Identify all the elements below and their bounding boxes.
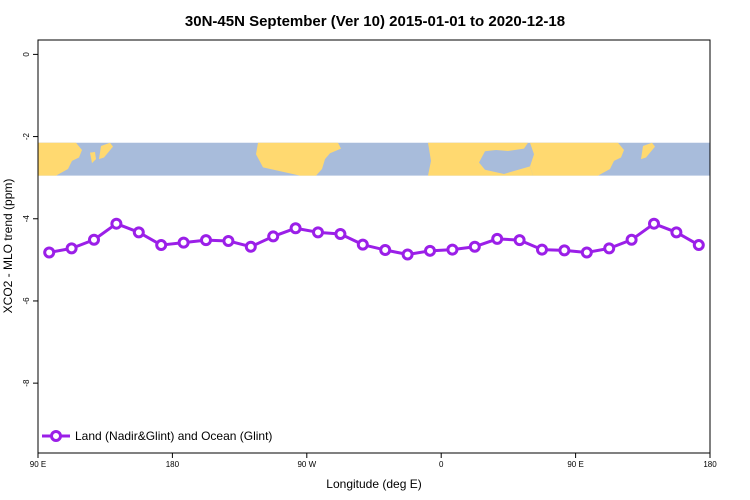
y-tick-label: -6 <box>22 297 31 305</box>
data-point <box>43 246 56 259</box>
data-point <box>648 217 660 230</box>
y-tick-label: -8 <box>22 379 31 387</box>
data-point <box>88 233 100 246</box>
map-strip <box>38 142 710 176</box>
data-point <box>468 240 481 253</box>
data-point <box>401 248 414 261</box>
legend-entry-label: Land (Nadir&Glint) and Ocean (Glint) <box>75 429 272 443</box>
x-tick-label: 90 E <box>567 460 583 469</box>
x-tick-label: 90 W <box>297 460 316 469</box>
y-axis-label: XCO2 - MLO trend (ppm) <box>1 179 15 314</box>
plot-frame <box>37 39 711 454</box>
y-tick-label: 0 <box>22 52 31 57</box>
x-axis-label: Longitude (deg E) <box>326 477 421 491</box>
data-point <box>625 233 638 246</box>
data-point <box>267 230 280 243</box>
data-point <box>692 239 705 252</box>
japan-island <box>99 142 113 160</box>
data-point <box>222 234 235 247</box>
data-point <box>65 242 78 255</box>
data-point <box>200 234 212 247</box>
data-point <box>424 244 436 257</box>
legend-marker-swatch <box>50 430 62 442</box>
data-point <box>513 234 526 247</box>
legend: Land (Nadir&Glint) and Ocean (Glint) <box>42 429 272 443</box>
data-point <box>289 222 302 235</box>
data-point <box>244 240 257 253</box>
data-point <box>356 238 369 251</box>
data-point <box>558 244 571 257</box>
x-tick-label: 90 E <box>30 460 46 469</box>
chart-title: 30N-45N September (Ver 10) 2015-01-01 to… <box>185 13 565 30</box>
korea-peninsula <box>90 151 96 164</box>
data-point <box>491 232 504 245</box>
x-tick-label: 180 <box>703 460 717 469</box>
series-layer <box>43 217 705 261</box>
x-axis: 90 E 180 90 W 0 90 E 180 <box>30 453 717 469</box>
north-america-land <box>256 142 341 176</box>
x-tick-label: 0 <box>439 460 444 469</box>
data-point <box>670 226 683 239</box>
x-tick-label: 180 <box>166 460 180 469</box>
y-tick-label: -2 <box>22 132 31 140</box>
data-point <box>446 243 459 256</box>
data-point <box>379 243 392 256</box>
data-point <box>334 227 347 240</box>
data-point <box>312 226 324 239</box>
y-tick-label: -4 <box>22 215 31 223</box>
europe-africa-land <box>428 142 533 176</box>
data-point <box>110 217 123 230</box>
asia-land <box>38 142 82 176</box>
series-line <box>48 222 700 257</box>
data-point <box>132 226 145 239</box>
asia-land-east <box>530 142 624 176</box>
data-point <box>177 236 190 249</box>
data-point <box>603 242 616 255</box>
data-point <box>580 246 593 259</box>
y-axis: 0 -2 -4 -6 -8 <box>22 52 38 387</box>
japan-island-east <box>641 142 655 160</box>
data-point <box>155 239 168 252</box>
data-point <box>536 243 548 256</box>
